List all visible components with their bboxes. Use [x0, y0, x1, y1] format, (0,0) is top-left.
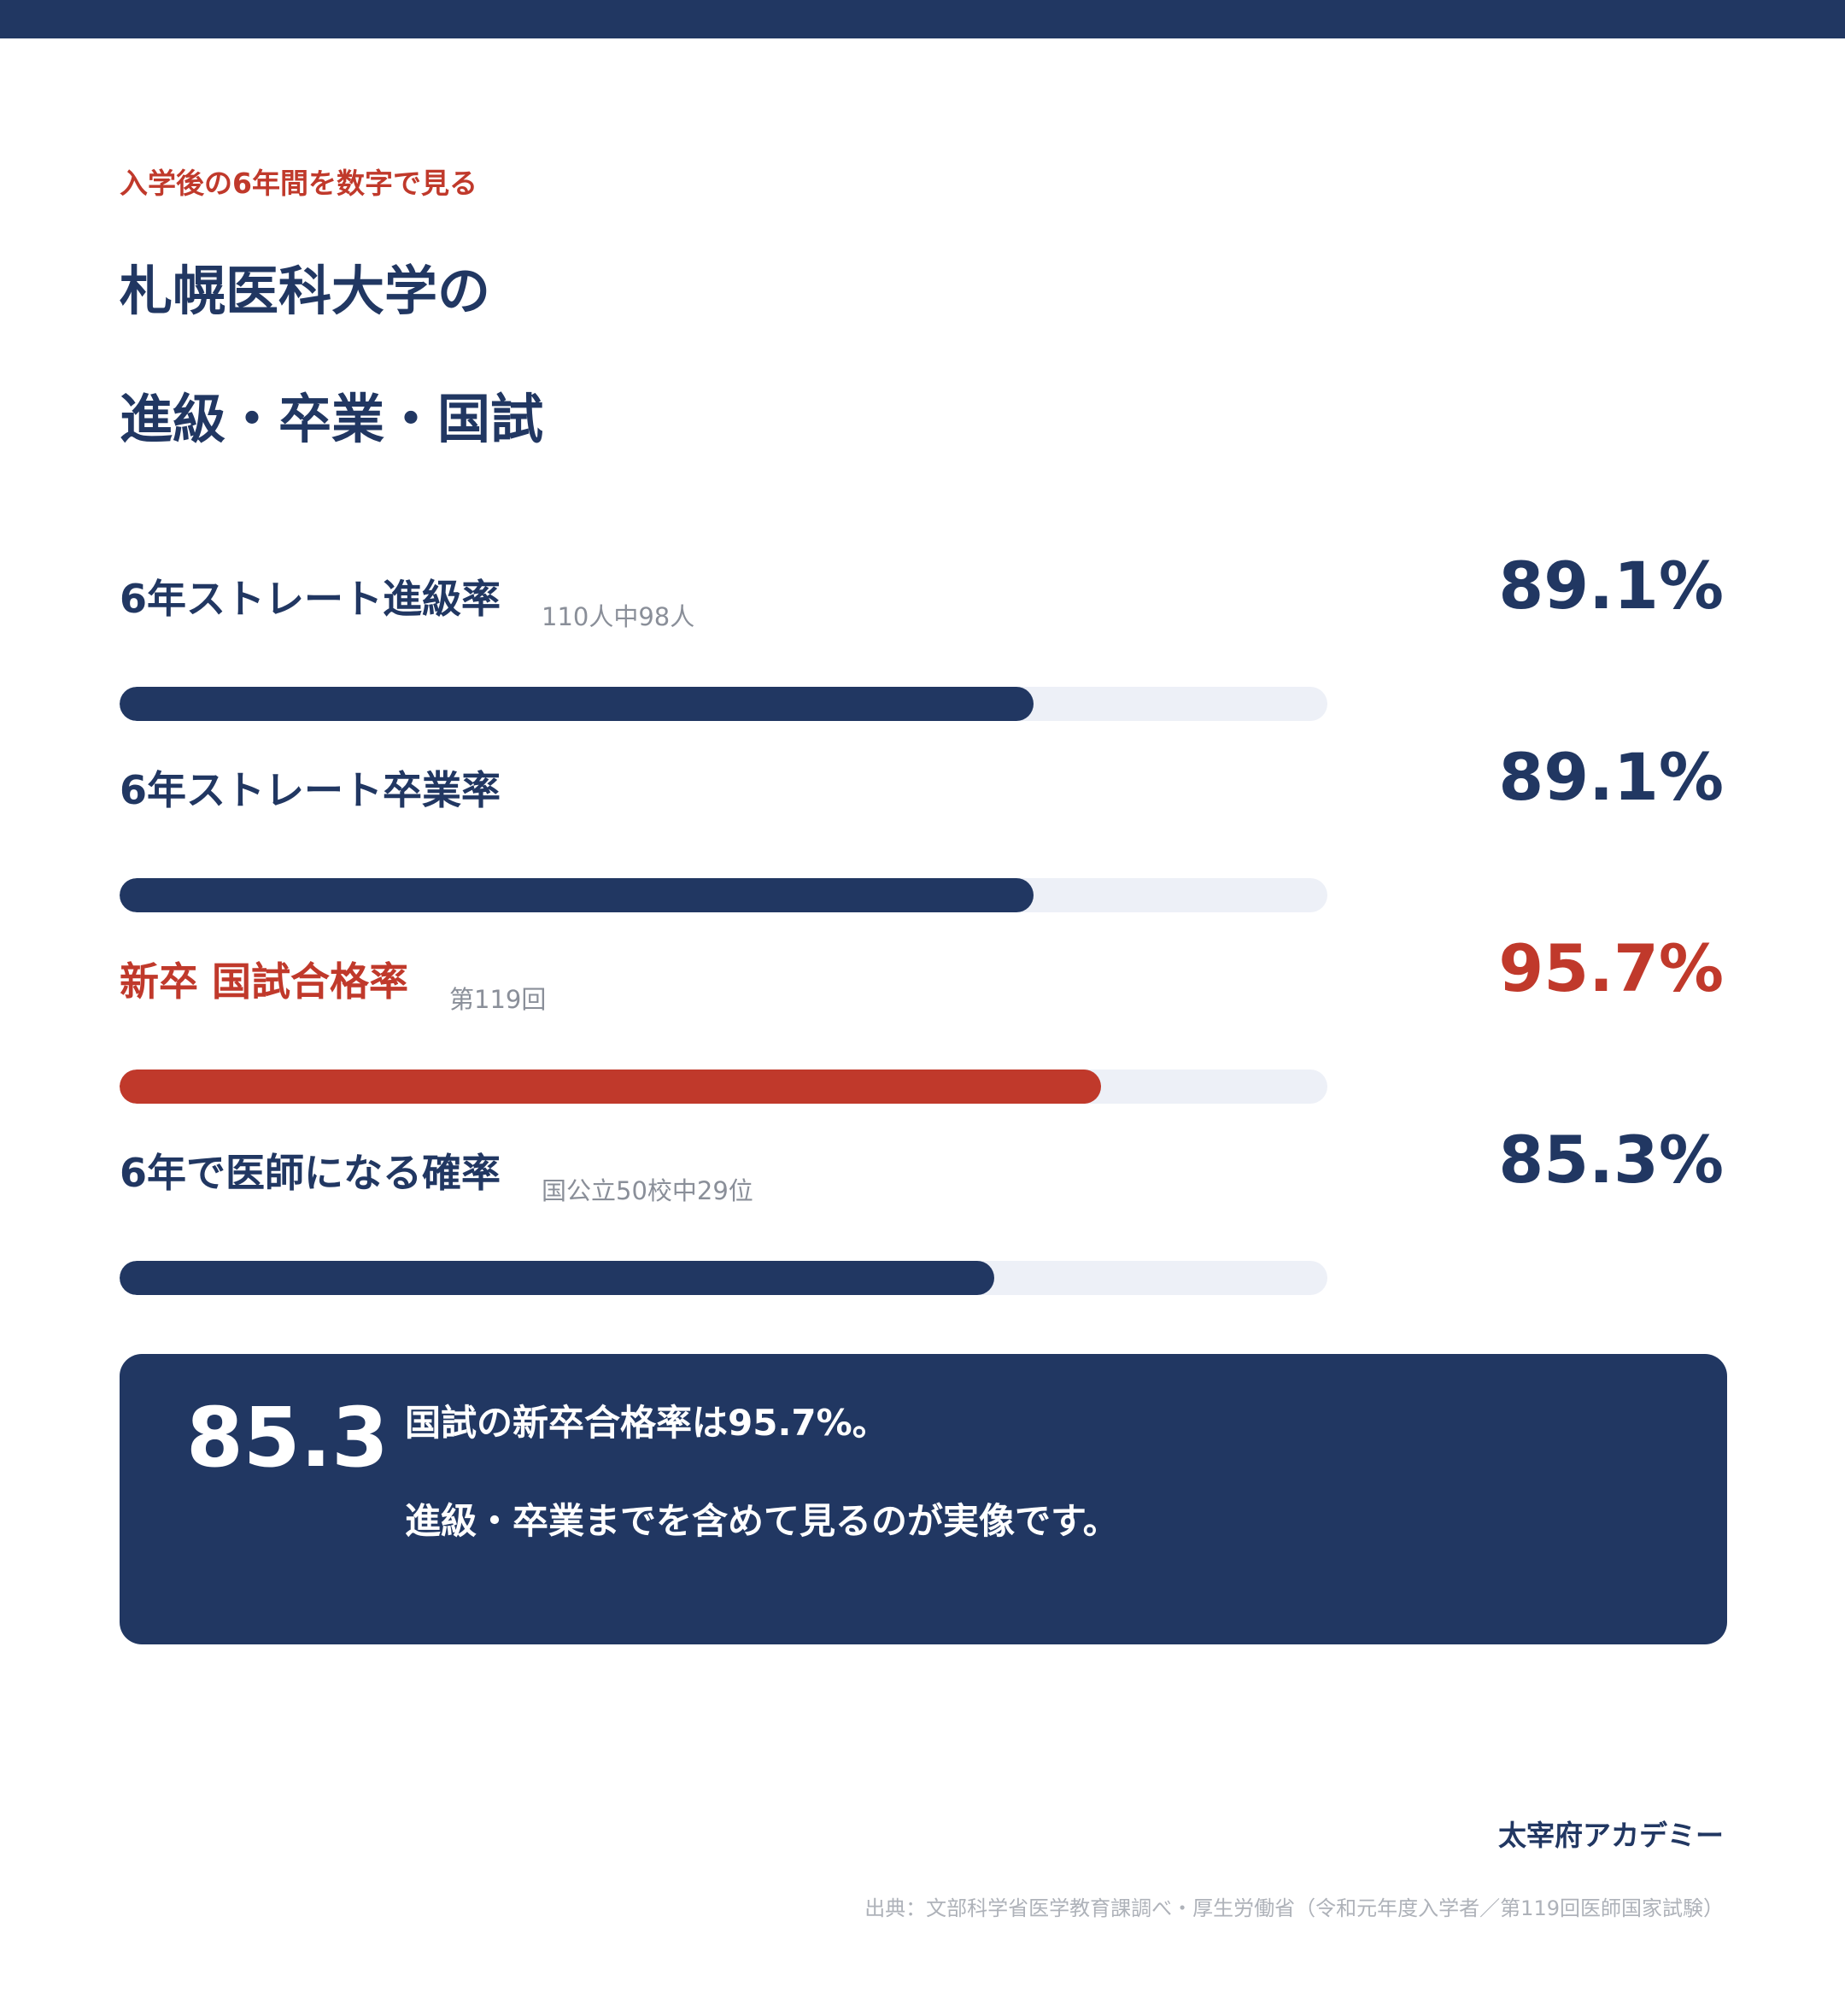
bar-track	[120, 1070, 1327, 1104]
metric-note: 第119回	[449, 985, 547, 1014]
bar-fill	[120, 687, 1034, 721]
metric-value: 85.3%	[1498, 1122, 1724, 1198]
callout-number: 85.3	[186, 1390, 389, 1486]
metric-label: 6年ストレート進級率	[120, 576, 501, 622]
metric-value: 89.1%	[1498, 739, 1724, 815]
metric-label: 6年ストレート卒業率	[120, 767, 501, 813]
metric-label: 新卒 国試合格率	[120, 958, 409, 1005]
bar-fill	[120, 1070, 1102, 1104]
bar-fill	[120, 1261, 995, 1295]
callout-text-line2: 進級・卒業までを含めて見るのが実像です。	[405, 1500, 1119, 1542]
page-title-line1: 札幌医科大学の	[120, 260, 491, 322]
metric-value: 89.1%	[1498, 548, 1724, 624]
bar-track	[120, 687, 1327, 721]
source-citation: 出典：文部科学省医学教育課調べ・厚生労働省（令和元年度入学者／第119回医師国家…	[864, 1896, 1724, 1920]
summary-callout: 85.3 国試の新卒合格率は95.7%。 進級・卒業までを含めて見るのが実像です…	[120, 1354, 1727, 1644]
metric-note: 国公立50校中29位	[542, 1176, 753, 1205]
metric-value: 95.7%	[1498, 930, 1724, 1006]
callout-text-line1: 国試の新卒合格率は95.7%。	[405, 1402, 888, 1444]
top-band	[0, 0, 1845, 38]
eyebrow-text: 入学後の6年間を数字で見る	[120, 167, 477, 200]
bar-fill	[120, 878, 1034, 912]
bar-track	[120, 878, 1327, 912]
page-title-line2: 進級・卒業・国試	[120, 388, 544, 450]
metric-label: 6年で医師になる確率	[120, 1150, 501, 1196]
bar-track	[120, 1261, 1327, 1295]
brand-name: 太宰府アカデミー	[1498, 1819, 1724, 1852]
metric-note: 110人中98人	[542, 602, 695, 631]
